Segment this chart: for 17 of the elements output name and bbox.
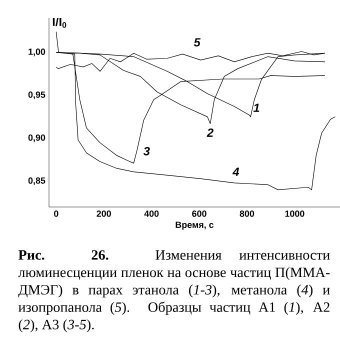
series-label: 2: [206, 128, 214, 137]
x-axis-title: Время, с: [176, 222, 214, 230]
y-tick-label: 1,00: [28, 48, 46, 56]
y-tick-label: 0,90: [28, 134, 46, 142]
x-tick-label: 1000: [285, 210, 304, 217]
x-tick-label: 400: [144, 210, 159, 217]
series-label: 1: [253, 104, 260, 112]
y-tick-label: 0,85: [28, 177, 46, 186]
series-label: 5: [194, 38, 201, 47]
x-tick-label: 600: [192, 210, 206, 217]
series-label: 3: [143, 146, 150, 156]
y-tick-label: 0,95: [28, 91, 46, 100]
text: Рис. 26. Изменения интенсивности люминесценции пленок на основе частиц П(ММА-ДМЭГ) в парах этанола (1-3), метанола (4) и изопропанола (5). Образцы частиц А1 (1), А2 (2), А3 (3-5).: [18, 250, 330, 332]
series-label: 4: [232, 168, 240, 176]
x-tick-label: 200: [96, 210, 111, 217]
x-tick-label: 800: [240, 210, 254, 217]
x-tick-label: 0: [54, 210, 58, 217]
